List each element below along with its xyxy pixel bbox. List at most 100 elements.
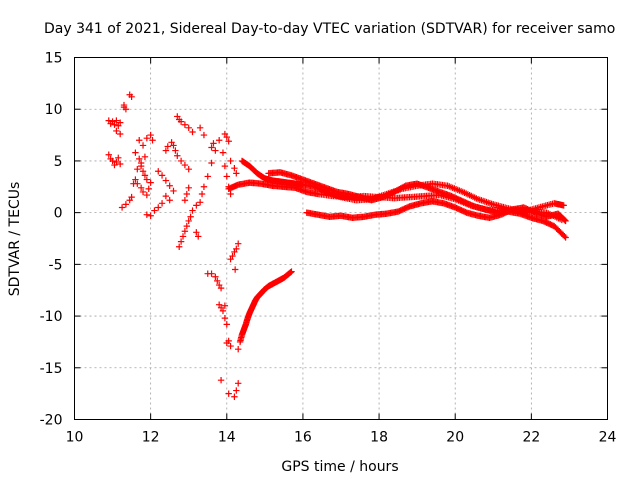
data-point (187, 213, 194, 220)
data-point (147, 212, 154, 219)
data-point (113, 158, 120, 166)
data-point (137, 184, 145, 192)
data-point (170, 187, 177, 195)
data-point (286, 270, 293, 277)
data-point (136, 155, 143, 163)
data-point (223, 339, 230, 347)
data-point (235, 345, 242, 353)
data-point (223, 133, 230, 141)
data-point (189, 207, 196, 214)
data-point (111, 121, 118, 128)
data-point (227, 157, 234, 165)
data-point (155, 168, 162, 175)
data-point (147, 179, 154, 186)
x-tick-label: 22 (522, 430, 540, 446)
y-tick-label: -20 (40, 413, 63, 429)
data-point (212, 147, 219, 154)
data-point (175, 243, 183, 250)
data-point (113, 117, 120, 124)
data-point (185, 124, 192, 132)
grid (74, 57, 608, 420)
data-point (147, 131, 154, 139)
data-point (227, 342, 234, 350)
data-point (162, 147, 170, 154)
data-point (193, 202, 200, 209)
data-point (183, 222, 191, 230)
data-point (109, 157, 116, 165)
data-point (233, 170, 240, 177)
x-tick-label: 14 (218, 430, 236, 446)
data-point (221, 314, 229, 322)
data-point (118, 204, 126, 211)
data-point (137, 159, 145, 167)
data-point (181, 228, 189, 235)
series-5 (303, 198, 569, 225)
data-point (219, 307, 227, 315)
data-point (223, 173, 230, 180)
data-point (151, 207, 158, 214)
data-point (155, 204, 162, 211)
data-point (200, 131, 208, 139)
data-point (172, 147, 179, 154)
data-point (231, 393, 238, 400)
data-point (208, 270, 215, 277)
data-point (143, 134, 151, 142)
x-tick-label: 18 (370, 430, 388, 446)
data-point (208, 144, 215, 151)
data-point (560, 216, 568, 223)
data-point (162, 192, 170, 200)
data-point (231, 164, 238, 172)
data-point (196, 199, 204, 206)
x-tick-label: 16 (294, 430, 312, 446)
data-point (143, 211, 151, 218)
data-point (215, 137, 223, 144)
y-tick-label: 5 (54, 154, 63, 170)
data-point (214, 277, 221, 285)
data-point (208, 159, 215, 167)
data-point (166, 197, 173, 204)
data-point (126, 197, 133, 204)
data-point (149, 137, 156, 144)
data-point (221, 302, 229, 309)
data-point (235, 380, 242, 387)
axis-ticks: 10 12 14 16 18 20 22 24 15 10 5 0 -5 -10 -15 -20 (40, 51, 617, 446)
data-point (196, 124, 204, 132)
y-axis-label: SDTVAR / TECUs (7, 182, 23, 297)
data-point (105, 151, 112, 158)
data-point (183, 190, 191, 198)
data-point (174, 152, 181, 159)
data-point (177, 157, 185, 165)
data-point (233, 387, 240, 394)
data-point (200, 183, 208, 190)
data-point (189, 128, 196, 136)
y-tick-label: -10 (40, 309, 63, 325)
data-point (185, 217, 192, 225)
data-point (233, 245, 240, 253)
data-point (217, 376, 225, 384)
y-tick-label: -5 (49, 257, 63, 273)
data-point (164, 143, 171, 150)
series-4 (265, 169, 569, 241)
data-point (219, 149, 227, 156)
data-point (185, 166, 192, 173)
data-point (181, 197, 189, 204)
data-point (141, 172, 149, 179)
data-point (128, 93, 135, 101)
y-tick-label: 10 (45, 102, 63, 118)
x-tick-label: 24 (599, 430, 617, 446)
data-point (130, 180, 137, 187)
data-point (115, 154, 122, 162)
data-point (179, 233, 187, 240)
y-tick-label: 15 (45, 51, 63, 67)
series-2 (225, 179, 566, 224)
data-point (221, 162, 229, 170)
data-point (116, 160, 124, 168)
data-points (105, 91, 569, 400)
data-point (287, 269, 294, 276)
y-tick-label: -15 (40, 361, 63, 377)
data-point (442, 182, 450, 189)
data-point (223, 321, 230, 328)
data-point (139, 168, 147, 175)
data-point (225, 390, 232, 397)
